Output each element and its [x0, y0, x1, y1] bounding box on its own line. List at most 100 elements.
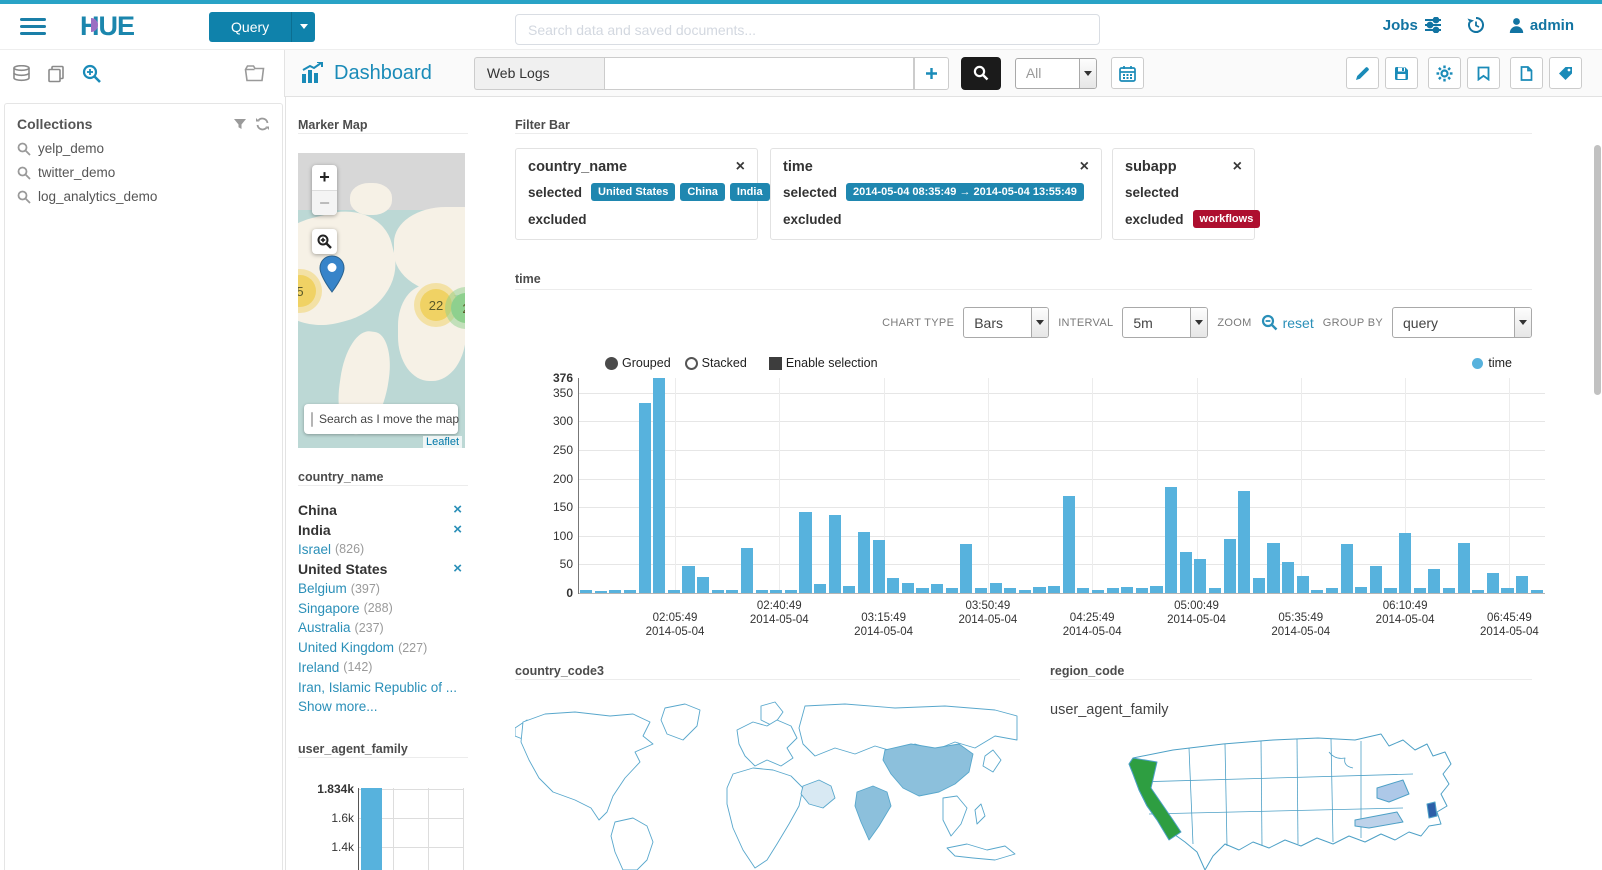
chart-bar[interactable] — [609, 590, 622, 593]
chart-bar[interactable] — [799, 511, 812, 593]
chart-bar[interactable] — [1135, 588, 1148, 593]
chart-bar[interactable] — [814, 583, 827, 593]
chart-bar[interactable] — [1179, 551, 1192, 593]
facet-item[interactable]: United Kingdom (227) — [298, 638, 468, 658]
chart-bar[interactable] — [1048, 585, 1061, 593]
chart-bar[interactable] — [1384, 587, 1397, 593]
chart-bar[interactable] — [697, 577, 710, 593]
chart-bar[interactable] — [1296, 575, 1309, 593]
facet-item[interactable]: India × — [298, 520, 468, 540]
facet-value-link[interactable]: Israel — [298, 541, 332, 557]
chart-bar[interactable] — [1311, 589, 1324, 593]
chart-bar[interactable] — [667, 589, 680, 593]
chart-bar[interactable] — [1355, 586, 1368, 593]
chart-bar[interactable] — [1062, 495, 1075, 593]
chart-bar[interactable] — [828, 514, 841, 593]
username-label[interactable]: admin — [1529, 16, 1574, 34]
facet-item[interactable]: Australia (237) — [298, 618, 468, 638]
map-saudi-arabia[interactable] — [800, 779, 836, 809]
facet-item[interactable]: Singapore (288) — [298, 598, 468, 618]
chevron-down-icon[interactable] — [1078, 58, 1096, 88]
save-dashboard-button[interactable] — [1385, 57, 1418, 89]
close-icon[interactable]: × — [1079, 158, 1089, 175]
facet-value-link[interactable]: Ireland — [298, 659, 340, 675]
chart-bar[interactable] — [1004, 587, 1017, 593]
chart-bar[interactable] — [1150, 585, 1163, 593]
sidebar-item-collection[interactable]: log_analytics_demo — [17, 189, 270, 204]
enable-selection-checkbox[interactable]: Enable selection — [768, 356, 878, 370]
jobs-link[interactable]: Jobs — [1383, 17, 1442, 34]
chart-bar[interactable] — [580, 590, 593, 593]
facet-item[interactable]: Belgium (397) — [298, 579, 468, 599]
run-search-button[interactable] — [960, 56, 1001, 90]
refresh-icon[interactable] — [255, 117, 270, 131]
chart-bar[interactable] — [1457, 542, 1470, 593]
chart-bar[interactable] — [916, 588, 929, 593]
facet-value-link[interactable]: Belgium — [298, 581, 347, 597]
folder-icon[interactable] — [244, 64, 266, 83]
leaflet-attribution-link[interactable]: Leaflet — [422, 436, 462, 448]
user-agent-bar-chart[interactable]: 1.834k 1.6k 1.4k — [298, 780, 468, 870]
facet-item[interactable]: Israel (826) — [298, 539, 468, 559]
chart-bar[interactable] — [1472, 589, 1485, 593]
us-states-map[interactable] — [1093, 724, 1468, 870]
vertical-scrollbar[interactable] — [1594, 145, 1601, 395]
map-zoom-out-button[interactable]: − — [312, 190, 337, 215]
filter-value-badge[interactable]: 2014-05-04 08:35:49 → 2014-05-04 13:55:4… — [846, 183, 1084, 201]
remove-filter-icon[interactable]: × — [453, 521, 462, 539]
chart-bar[interactable] — [1194, 558, 1207, 593]
chart-bar[interactable] — [901, 582, 914, 593]
leaflet-map[interactable]: + − 5 22 2 Search as I move the map Leaf… — [298, 153, 465, 448]
chart-bar[interactable] — [1077, 587, 1090, 593]
sidebar-item-collection[interactable]: twitter_demo — [17, 165, 270, 180]
map-zoom-in-button[interactable]: + — [319, 167, 330, 187]
query-dropdown-caret[interactable] — [291, 11, 316, 42]
map-state-new-jersey[interactable] — [1426, 801, 1438, 819]
chart-bar[interactable] — [1252, 578, 1265, 593]
chart-bar[interactable] — [843, 585, 856, 593]
chart-bar[interactable] — [931, 583, 944, 593]
chart-bar[interactable] — [740, 548, 753, 593]
zoom-out-icon[interactable] — [1261, 314, 1278, 331]
jobs-label[interactable]: Jobs — [1382, 16, 1418, 34]
filter-icon[interactable] — [233, 117, 247, 131]
facet-item[interactable]: China × — [298, 500, 468, 520]
map-cluster[interactable]: 5 — [298, 275, 316, 307]
chart-bar[interactable] — [623, 589, 636, 593]
chevron-down-icon[interactable] — [1031, 308, 1049, 337]
filter-value-badge[interactable]: workflows — [1192, 210, 1261, 228]
chart-bar[interactable] — [638, 402, 651, 593]
chart-bar[interactable] — [1428, 568, 1441, 593]
collection-label[interactable]: log_analytics_demo — [38, 189, 158, 204]
remove-filter-icon[interactable]: × — [453, 501, 462, 519]
engine-select[interactable]: All — [1014, 57, 1097, 89]
chevron-down-icon[interactable] — [1514, 308, 1531, 337]
global-search-input[interactable] — [515, 14, 1100, 45]
chart-bar[interactable] — [1516, 575, 1529, 593]
chart-bar[interactable] — [974, 587, 987, 593]
chart-bar[interactable] — [1091, 589, 1104, 593]
grouped-radio[interactable]: Grouped — [605, 356, 671, 370]
chart-bar[interactable] — [887, 578, 900, 593]
stacked-radio[interactable]: Stacked — [684, 356, 747, 370]
chart-bar[interactable] — [1325, 587, 1338, 593]
series-legend[interactable]: time — [1472, 356, 1512, 370]
time-bar-chart[interactable]: 376 350 300 250 200 150 100 50 0 02:05:49 2014-05-… — [535, 370, 1555, 660]
chart-bar[interactable] — [1501, 587, 1514, 593]
add-term-button[interactable] — [913, 56, 949, 90]
chart-bar[interactable] — [594, 590, 607, 593]
facet-item[interactable]: United States × — [298, 559, 468, 579]
chart-bar[interactable] — [1223, 538, 1236, 593]
chart-bar[interactable] — [1369, 565, 1382, 593]
edit-dashboard-button[interactable] — [1346, 57, 1379, 89]
facet-item[interactable]: Ireland (142) — [298, 658, 468, 678]
chart-bar[interactable] — [1413, 588, 1426, 593]
remove-filter-icon[interactable]: × — [453, 560, 462, 578]
query-button-label[interactable]: Query — [209, 11, 292, 42]
facet-value-link[interactable]: Australia — [298, 620, 351, 636]
facet-value-link[interactable]: Iran, Islamic Republic of ... — [298, 679, 458, 695]
new-document-button[interactable] — [1510, 57, 1543, 89]
chart-bar[interactable] — [1033, 587, 1046, 593]
facet-item[interactable]: Iran, Islamic Republic of ... — [298, 677, 468, 697]
hamburger-icon[interactable] — [20, 14, 46, 39]
